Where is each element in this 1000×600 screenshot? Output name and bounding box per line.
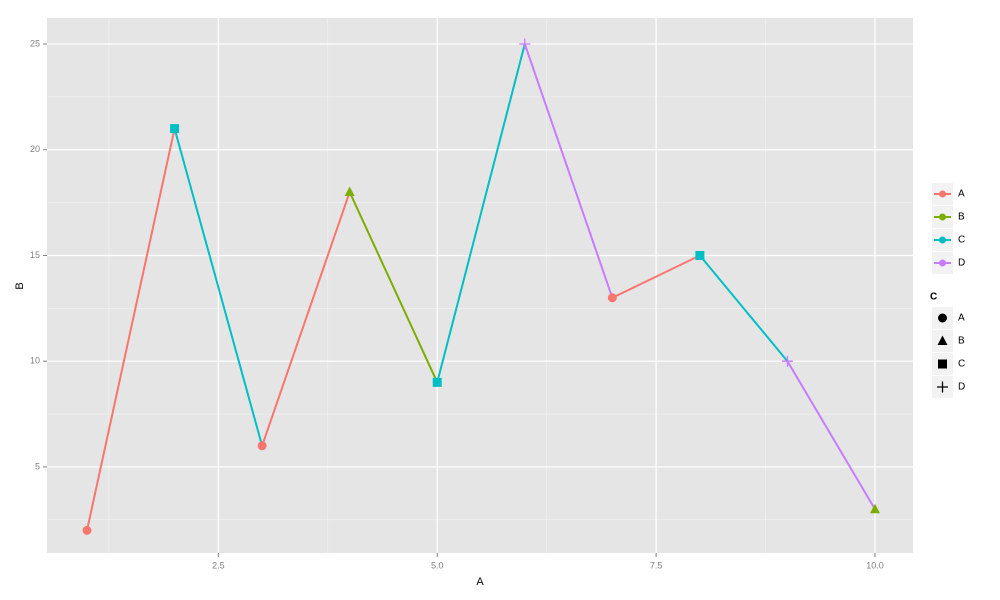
point bbox=[432, 377, 442, 387]
line-segment bbox=[261, 191, 351, 447]
x-tick-label: 5.0 bbox=[431, 560, 444, 570]
plot-panel bbox=[47, 18, 913, 553]
legend-point bbox=[939, 236, 946, 244]
line-segment bbox=[173, 128, 264, 447]
point bbox=[695, 250, 705, 260]
legend-label: A bbox=[958, 313, 965, 324]
line-segment bbox=[348, 191, 439, 383]
line-segment bbox=[699, 254, 789, 362]
legend-shape bbox=[938, 313, 947, 323]
legend-label: D bbox=[958, 382, 965, 393]
line-segment bbox=[86, 128, 176, 531]
y-tick-label: 10 bbox=[30, 356, 40, 366]
y-tick-label: 20 bbox=[30, 144, 40, 154]
legend-label: C bbox=[958, 359, 965, 370]
point bbox=[82, 525, 92, 535]
legend-point bbox=[939, 213, 946, 221]
x-axis-label: A bbox=[476, 576, 484, 588]
line-segment bbox=[523, 43, 614, 299]
line-segment bbox=[436, 43, 526, 383]
legend-point bbox=[939, 259, 946, 267]
legend-label: B bbox=[958, 212, 965, 223]
point bbox=[170, 124, 180, 134]
legend-point bbox=[939, 190, 946, 198]
legend-label: A bbox=[958, 189, 965, 200]
x-tick-label: 7.5 bbox=[650, 560, 663, 570]
legend-label: C bbox=[958, 235, 965, 246]
x-tick-label: 10.0 bbox=[866, 560, 884, 570]
legend-title: C bbox=[930, 292, 937, 303]
point bbox=[257, 441, 267, 451]
y-axis-label: B bbox=[14, 282, 26, 289]
legend-shape bbox=[937, 335, 948, 345]
point bbox=[519, 38, 531, 50]
legend-label: B bbox=[958, 336, 965, 347]
legend-shape bbox=[937, 381, 948, 393]
y-tick-label: 15 bbox=[30, 250, 40, 260]
point bbox=[607, 293, 617, 303]
line-segment bbox=[786, 360, 876, 510]
y-tick-label: 25 bbox=[30, 38, 40, 48]
legend-shape bbox=[938, 359, 947, 369]
legend-label: D bbox=[958, 258, 965, 269]
line-segment bbox=[611, 254, 701, 299]
point bbox=[781, 355, 793, 367]
point bbox=[870, 503, 881, 514]
y-tick-label: 5 bbox=[35, 461, 40, 471]
x-tick-label: 2.5 bbox=[212, 560, 225, 570]
point bbox=[344, 186, 355, 197]
